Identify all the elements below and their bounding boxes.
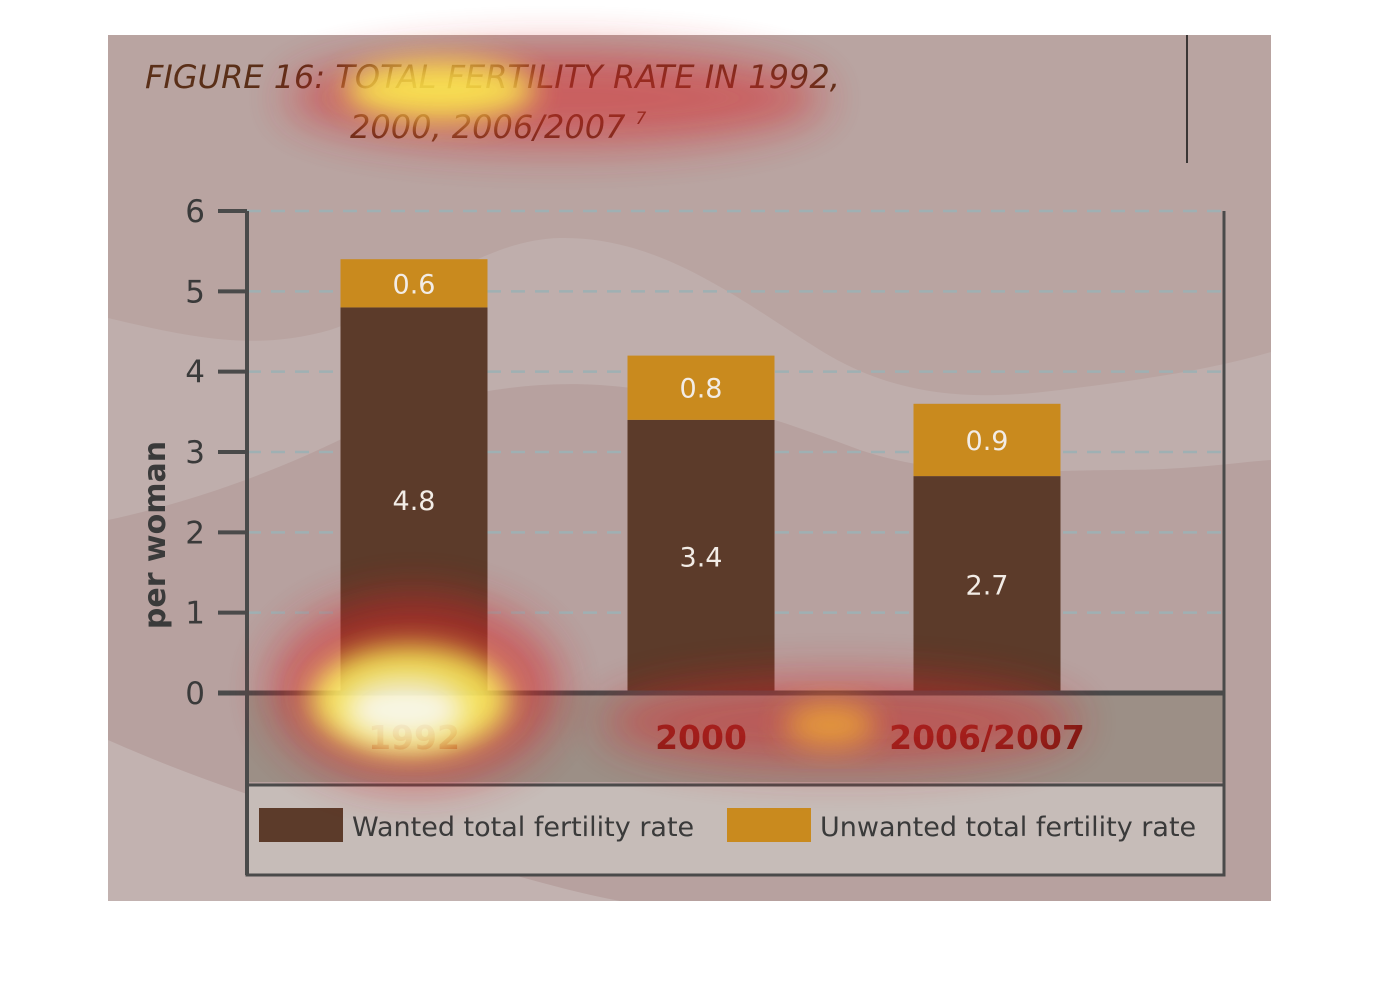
- bar-segment-unwanted: [340, 259, 488, 308]
- heat-blob: [345, 680, 465, 740]
- y-tick-label: 1: [185, 596, 205, 632]
- bar-segment-unwanted: [913, 403, 1061, 477]
- bar-value-label: 4.8: [393, 486, 436, 517]
- background-wave: [108, 740, 620, 901]
- y-axis-label: per woman: [138, 441, 173, 629]
- bar-value-label: 0.8: [680, 374, 723, 405]
- legend-swatch-unwanted: [727, 808, 811, 842]
- bar-value-label: 3.4: [680, 542, 723, 573]
- bar-segment-wanted: [627, 419, 775, 693]
- bar-segment-wanted: [913, 476, 1061, 693]
- y-tick-label: 2: [185, 515, 205, 551]
- y-tick-label: 4: [185, 355, 205, 391]
- legend-swatch-wanted: [259, 808, 343, 842]
- y-tick-label: 5: [185, 274, 205, 310]
- legend-label-unwanted: Unwanted total fertility rate: [820, 812, 1196, 843]
- y-tick-label: 0: [185, 676, 205, 712]
- heat-blob: [785, 703, 875, 747]
- heat-blob: [345, 60, 535, 120]
- y-tick-label: 3: [185, 435, 205, 471]
- legend-label-wanted: Wanted total fertility rate: [352, 812, 694, 843]
- bar-value-label: 2.7: [966, 571, 1009, 602]
- attention-heatmap: [270, 50, 1080, 785]
- y-tick-label: 6: [185, 194, 205, 230]
- bar-value-label: 0.6: [393, 269, 436, 300]
- bar-segment-unwanted: [627, 355, 775, 420]
- bar-value-label: 0.9: [966, 426, 1009, 457]
